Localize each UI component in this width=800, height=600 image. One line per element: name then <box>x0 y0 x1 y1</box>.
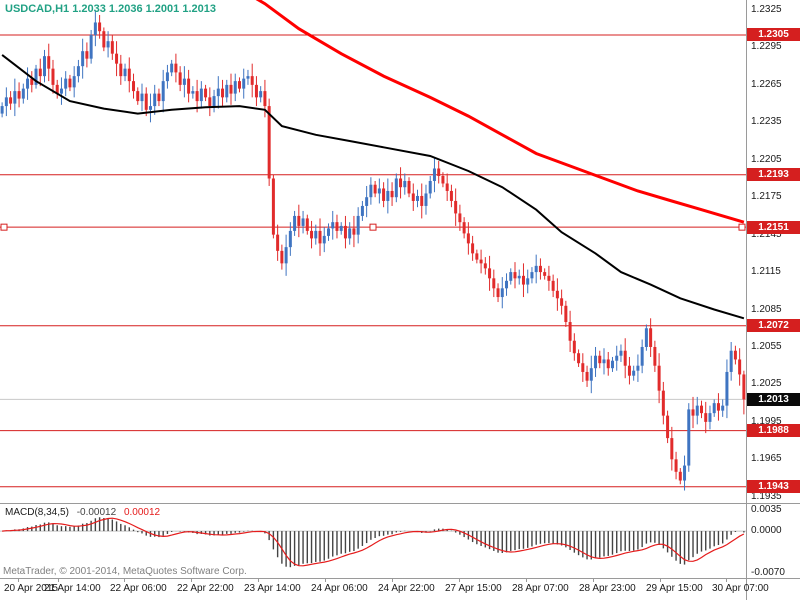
price-tick-label: 1.2205 <box>751 153 782 165</box>
price-tick-label: 1.2025 <box>751 378 782 390</box>
price-tick-label: 1.2295 <box>751 41 782 53</box>
macd-axis-label: 0.0000 <box>751 525 782 537</box>
level-price-badge: 1.1943 <box>747 480 800 494</box>
pane-separator[interactable] <box>0 503 800 504</box>
current-price-badge: 1.2013 <box>747 392 800 406</box>
time-axis-label: 30 Apr 07:00 <box>712 583 769 594</box>
time-axis-label: 28 Apr 07:00 <box>512 583 569 594</box>
price-tick-label: 1.1995 <box>751 415 782 427</box>
time-axis-tick <box>18 579 19 582</box>
level-price-badge: 1.2072 <box>747 319 800 333</box>
time-axis-tick <box>526 579 527 582</box>
level-price-badge: 1.2305 <box>747 28 800 42</box>
time-axis-label: 24 Apr 06:00 <box>311 583 368 594</box>
price-tick-label: 1.2235 <box>751 116 782 128</box>
time-axis-tick <box>459 579 460 582</box>
time-axis-tick <box>258 579 259 582</box>
macd-name-label: MACD(8,34,5) <box>5 507 69 518</box>
selected-line-handles[interactable] <box>0 223 746 231</box>
price-tick-label: 1.1935 <box>751 490 782 502</box>
price-tick-label: 1.2175 <box>751 191 782 203</box>
time-axis-tick <box>325 579 326 582</box>
copyright-text: MetaTrader, © 2001-2014, MetaQuotes Soft… <box>3 566 247 577</box>
time-axis-label: 23 Apr 14:00 <box>244 583 301 594</box>
macd-pane-canvas[interactable] <box>0 504 746 578</box>
time-axis-label: 22 Apr 22:00 <box>177 583 234 594</box>
price-axis-border <box>746 0 747 600</box>
level-price-badge: 1.2151 <box>747 220 800 234</box>
level-price-badge: 1.2193 <box>747 168 800 182</box>
time-axis-tick <box>593 579 594 582</box>
time-axis-label: 24 Apr 22:00 <box>378 583 435 594</box>
time-axis-label: 20 Apr 2015 <box>4 583 58 594</box>
price-tick-label: 1.2265 <box>751 78 782 90</box>
time-axis-label: 27 Apr 15:00 <box>445 583 502 594</box>
time-axis-tick <box>58 579 59 582</box>
level-price-badge: 1.1988 <box>747 424 800 438</box>
candles-layer <box>0 11 746 491</box>
time-axis-separator <box>0 578 800 579</box>
time-axis-tick <box>124 579 125 582</box>
horizontal-level-lines[interactable] <box>0 34 746 488</box>
price-tick-label: 1.2085 <box>751 303 782 315</box>
macd-histogram <box>5 517 745 568</box>
time-axis-tick <box>191 579 192 582</box>
time-axis-tick <box>726 579 727 582</box>
macd-axis-label: 0.0035 <box>751 504 782 516</box>
time-axis-label: 21 Apr 14:00 <box>44 583 101 594</box>
macd-signal-value: 0.00012 <box>123 507 161 518</box>
time-axis-label: 28 Apr 23:00 <box>579 583 636 594</box>
time-axis-label: 29 Apr 15:00 <box>646 583 703 594</box>
price-tick-label: 1.2115 <box>751 266 781 278</box>
ma-red-line[interactable] <box>248 0 745 224</box>
macd-main-value: -0.00012 <box>76 507 117 518</box>
time-axis-label: 22 Apr 06:00 <box>110 583 167 594</box>
macd-axis-label: -0.0070 <box>751 567 785 579</box>
macd-indicator-label: MACD(8,34,5) -0.00012 0.00012 <box>5 507 165 518</box>
time-axis-tick <box>660 579 661 582</box>
macd-signal-line <box>2 517 745 567</box>
price-tick-label: 1.1965 <box>751 453 782 465</box>
price-chart-canvas[interactable] <box>0 0 746 503</box>
price-tick-label: 1.2055 <box>751 340 782 352</box>
ma-black-line[interactable] <box>1 54 745 320</box>
time-axis-tick <box>392 579 393 582</box>
price-tick-label: 1.2325 <box>751 3 782 15</box>
symbol-ohlc-label: USDCAD,H1 1.2033 1.2036 1.2001 1.2013 <box>5 3 216 15</box>
price-tick-label: 1.2145 <box>751 228 782 240</box>
